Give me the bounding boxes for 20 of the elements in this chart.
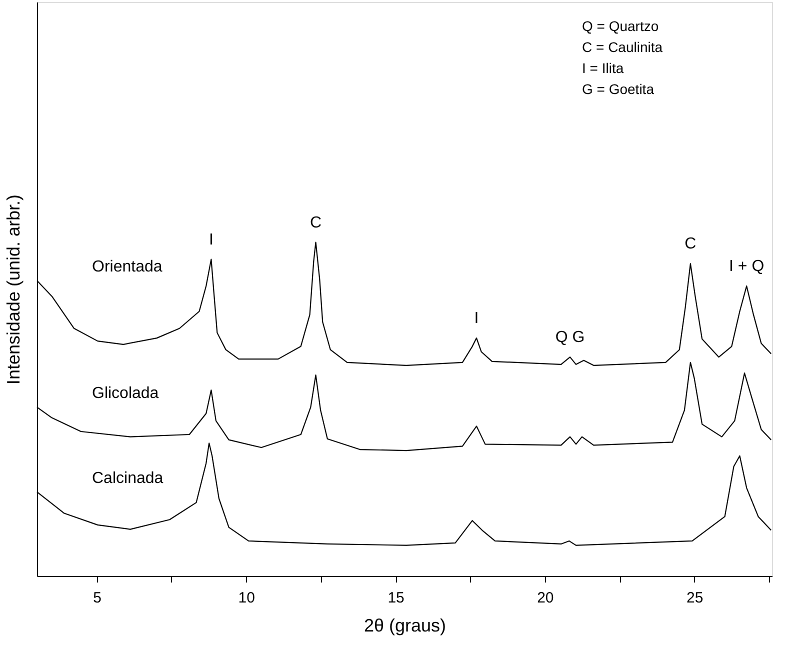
x-tick-label: 15 [388, 590, 404, 606]
series-label: Glicolada [92, 385, 159, 402]
annotation: I + Q [729, 258, 764, 275]
x-tick-label: 5 [93, 590, 102, 606]
annotation: Q G [555, 329, 585, 346]
x-tick-label: 20 [537, 590, 554, 606]
text: C = Caulinita [582, 39, 663, 55]
text: Orientada [92, 258, 162, 276]
text: I = Ilita [582, 60, 624, 76]
text: Q = Quartzo [582, 18, 659, 34]
annotation: C [310, 214, 322, 232]
annotation: C [684, 236, 696, 253]
x-tick-label: 10 [238, 590, 255, 606]
annotation: I [474, 310, 479, 328]
annotation: I [208, 231, 214, 248]
y-axis-title: Intensidade (unid. arbr.) [4, 194, 24, 385]
x-tick-label: 25 [686, 590, 704, 606]
series-label: Calcinada [92, 470, 164, 487]
text: G = Goetita [582, 81, 654, 97]
x-axis-title: 2θ (graus) [364, 616, 446, 636]
